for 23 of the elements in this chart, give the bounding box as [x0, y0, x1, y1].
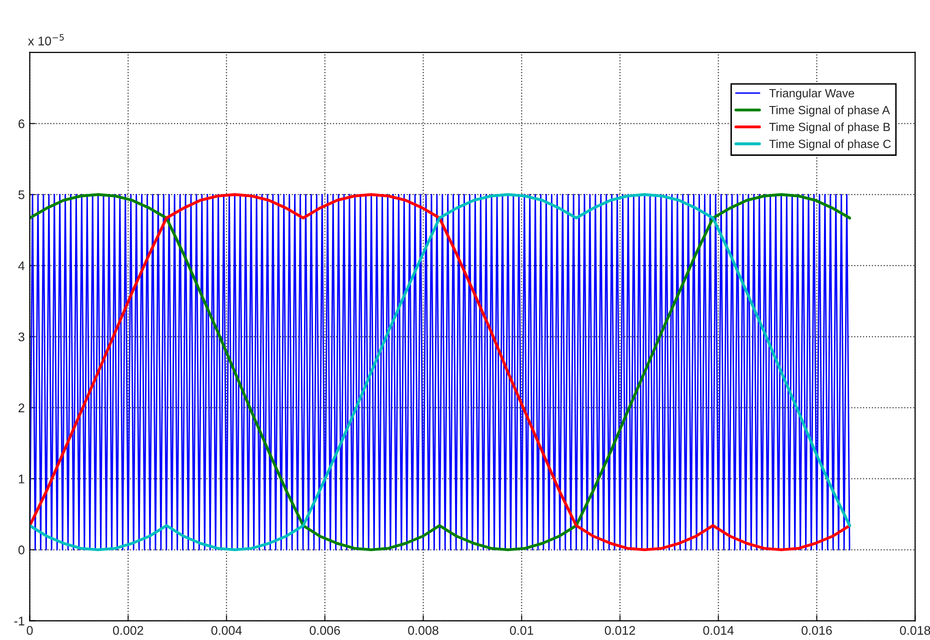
- y-tick-label: 4: [18, 262, 25, 270]
- text: x 10$^{−5}$: [28, 34, 64, 46]
- x-tick-label: 0.004: [211, 626, 242, 635]
- x-tick-label: 0.006: [310, 626, 340, 635]
- legend-label: Time Signal of phase A: [769, 106, 890, 117]
- x-tick-label: 0.008: [408, 626, 438, 635]
- x-tick-label: 0.01: [510, 626, 534, 635]
- y-tick-label: -1: [14, 616, 24, 626]
- legend-label: Triangular Wave: [769, 88, 854, 100]
- y-tick-label: 5: [18, 190, 24, 200]
- legend-label: Time Signal of phase C: [769, 139, 891, 150]
- y-tick-label: 1: [18, 474, 24, 484]
- x-tick-label: 0: [26, 626, 33, 635]
- x-tick-label: 0.016: [802, 626, 832, 635]
- x-tick-label: 0.018: [900, 626, 930, 635]
- y-tick-label: 0: [18, 546, 24, 554]
- legend-label: Time Signal of phase B: [769, 122, 890, 134]
- y-tick-label: 2: [18, 403, 24, 412]
- y-tick-label: 6: [18, 119, 24, 128]
- y-tick-label: 3: [18, 332, 24, 342]
- x-tick-label: 0.002: [112, 626, 144, 635]
- x-tick-label: 0.014: [703, 626, 734, 635]
- x-tick-label: 0.012: [604, 626, 636, 635]
